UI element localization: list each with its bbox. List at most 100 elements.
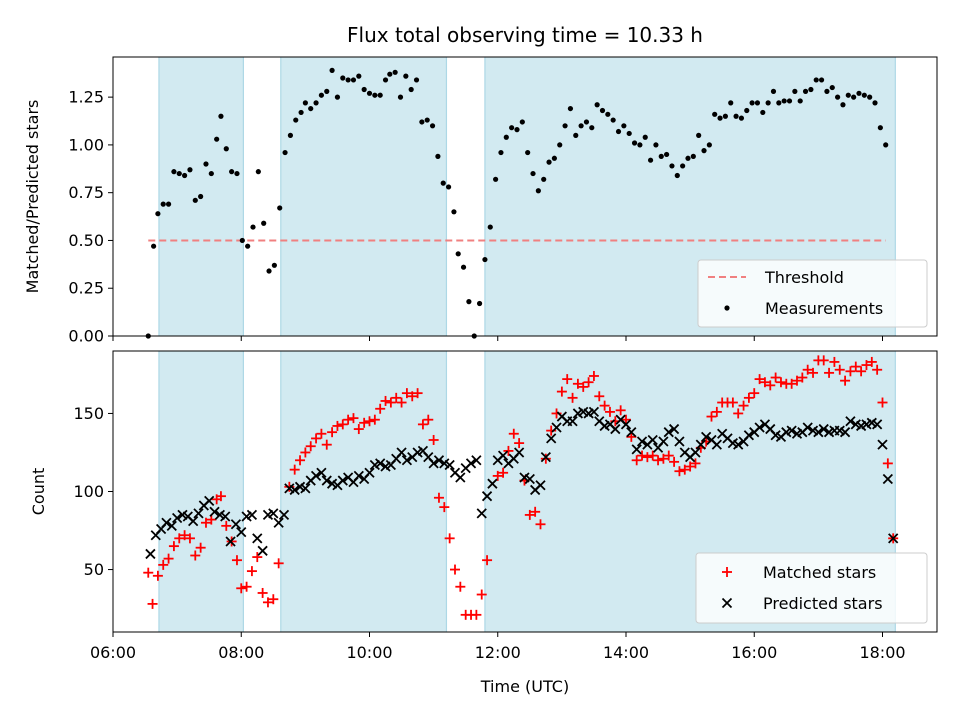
x-stroke <box>845 416 856 427</box>
x-stroke <box>594 416 605 427</box>
matched-star-point <box>754 374 765 385</box>
measurement-point <box>599 107 606 114</box>
matched-star-point <box>861 360 872 371</box>
measurement-point <box>503 134 509 140</box>
measurement-point <box>883 142 889 148</box>
measurement-point <box>626 130 632 137</box>
top-legend-box <box>697 259 928 328</box>
measurement-point <box>744 107 750 114</box>
measurement-point <box>802 88 809 94</box>
measurement-point <box>345 77 351 83</box>
legend-predicted-label: Predicted stars <box>763 594 883 613</box>
x-stroke <box>444 459 455 471</box>
measurement-point <box>403 73 409 79</box>
bottom-y-axis-label: Count <box>29 468 48 516</box>
measurement-point <box>313 100 319 106</box>
measurement-point <box>282 149 288 156</box>
x-stroke <box>727 437 739 449</box>
predicted-star-point <box>888 533 899 544</box>
measurement-point <box>781 98 787 104</box>
matched-star-point <box>492 470 503 481</box>
shaded-interval <box>158 351 244 632</box>
x-stroke <box>268 508 279 519</box>
measurement-point <box>867 94 873 100</box>
x-stroke <box>294 481 306 492</box>
predicted-star-point <box>626 427 637 438</box>
y-tick-label: 100 <box>73 482 104 501</box>
measurement-point <box>324 88 330 94</box>
x-tick-label: 16:00 <box>731 643 777 662</box>
measurement-point <box>482 256 488 263</box>
measurement-point <box>589 125 595 131</box>
predicted-star-point <box>433 455 445 466</box>
measurement-point <box>514 127 520 133</box>
matched-star-point <box>743 392 754 403</box>
x-stroke <box>658 436 669 447</box>
matched-star-point <box>524 509 535 520</box>
matched-star-point <box>620 414 631 425</box>
matched-star-point <box>594 391 605 402</box>
measurement-point <box>605 111 611 117</box>
x-stroke <box>626 427 637 438</box>
measurement-point <box>361 86 367 93</box>
matched-star-point <box>514 438 525 449</box>
matched-star-point <box>626 431 637 442</box>
matched-star-point <box>412 388 423 399</box>
x-stroke <box>882 473 893 485</box>
x-stroke <box>524 473 535 485</box>
matched-star-point <box>642 452 653 463</box>
predicted-star-point <box>353 470 364 482</box>
matched-star-point <box>866 356 877 367</box>
measurement-point <box>835 94 841 100</box>
predicted-star-point <box>743 430 755 441</box>
measurement-point <box>861 92 867 98</box>
predicted-star-point <box>497 450 509 461</box>
x-stroke <box>487 478 498 489</box>
measurement-point <box>856 90 862 96</box>
measurement-point <box>203 161 209 167</box>
matched-star-point <box>508 428 519 439</box>
predicted-star-point <box>401 455 413 466</box>
measurement-point <box>234 170 240 177</box>
measurement-point <box>669 163 675 169</box>
predicted-star-point <box>161 517 172 528</box>
x-stroke <box>166 520 177 531</box>
x-tick-label: 18:00 <box>859 643 905 662</box>
predicted-star-point <box>471 455 482 466</box>
measurement-point <box>717 115 723 121</box>
measurement-point <box>160 201 166 207</box>
matched-star-point <box>679 464 690 475</box>
matched-star-point <box>556 386 567 397</box>
y-tick-label: 0.00 <box>68 327 104 346</box>
measurement-point <box>377 92 383 98</box>
matched-star-point <box>252 552 263 563</box>
predicted-stars-points <box>145 406 899 560</box>
x-stroke <box>615 414 626 425</box>
x-stroke <box>519 472 530 483</box>
x-stroke <box>209 506 220 517</box>
x-stroke <box>872 419 883 430</box>
predicted-star-point <box>588 406 600 418</box>
matched-star-point <box>143 567 154 578</box>
ratio-panel: 0.00 0.25 0.50 0.75 1.00 1.25 Matched/Predict… <box>23 56 938 346</box>
matched-star-point <box>567 392 578 403</box>
x-stroke <box>701 431 712 442</box>
predicted-star-point <box>701 431 712 442</box>
x-stroke <box>182 511 193 522</box>
measurement-point <box>722 113 728 119</box>
matched-star-point <box>200 517 211 528</box>
matched-star-point <box>711 406 722 417</box>
measurement-point <box>239 237 245 244</box>
x-stroke <box>770 430 781 441</box>
matched-star-point <box>482 555 493 566</box>
x-stroke <box>802 422 813 433</box>
matched-star-point <box>380 395 391 406</box>
measurement-point <box>329 67 335 73</box>
predicted-star-point <box>465 458 477 469</box>
measurement-point <box>818 77 825 83</box>
measurement-point <box>754 100 761 106</box>
predicted-star-point <box>209 506 220 517</box>
predicted-star-point <box>535 480 546 491</box>
predicted-star-point <box>273 517 284 528</box>
